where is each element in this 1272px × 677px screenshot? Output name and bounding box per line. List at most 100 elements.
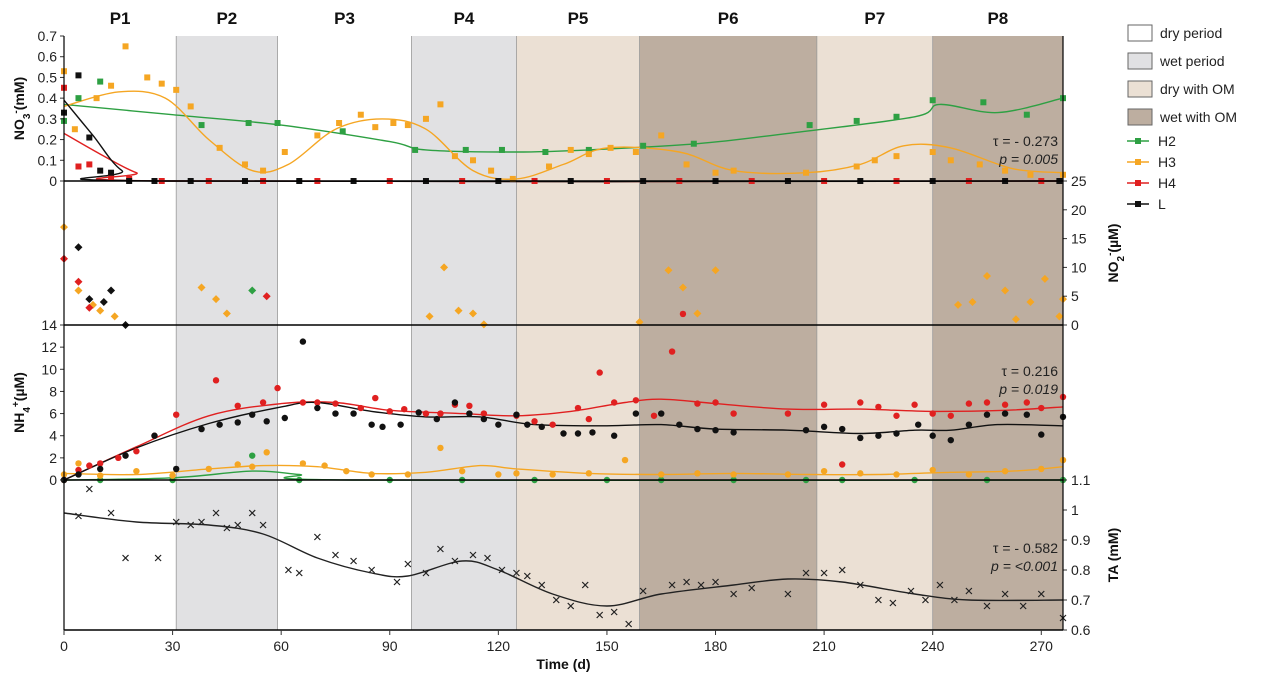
period-band-p3	[277, 36, 412, 630]
data-point-nh4-h3	[299, 460, 307, 467]
data-point-no2-l	[99, 297, 108, 306]
data-point-no3-h3	[241, 161, 248, 168]
y-tick-label-no2: 25	[1071, 173, 1087, 189]
data-point-nh4-h3	[263, 449, 270, 456]
legend-swatch-4	[1127, 108, 1153, 126]
data-point-no3-h3	[173, 86, 180, 93]
y-axis-label-no3: NO3-(mM)	[11, 77, 33, 140]
data-point-no3-h3	[404, 122, 411, 129]
data-point-ta-ta	[513, 569, 520, 577]
data-point-no3-h3	[546, 163, 553, 170]
data-point-nh4-l	[802, 426, 810, 434]
data-point-no3-h3	[187, 103, 194, 110]
data-point-no3-h3	[422, 115, 429, 122]
data-point-nh4-h4	[650, 412, 658, 419]
x-tick-label: 210	[812, 638, 836, 654]
data-point-nh4-h4	[784, 410, 792, 417]
period-label-p5: P5	[568, 9, 589, 28]
data-point-ta-ta	[451, 557, 459, 565]
data-point-nh4-h2	[249, 452, 256, 459]
period-bands	[64, 36, 1063, 630]
data-point-nh4-h4	[893, 412, 900, 419]
data-point-no2-l	[74, 243, 83, 252]
data-point-no2-h3	[1011, 315, 1020, 324]
period-label-p3: P3	[334, 9, 355, 28]
data-point-no3-h2	[462, 146, 469, 153]
data-point-no3-h3	[893, 153, 900, 160]
data-point-nh4-h4	[274, 384, 281, 392]
data-point-nh4-h3	[133, 467, 140, 475]
data-point-nh4-l	[495, 421, 502, 428]
data-point-nh4-h3	[730, 471, 737, 478]
legend-label-h3: H3	[1158, 154, 1176, 170]
x-tick-label: 240	[921, 638, 945, 654]
data-point-no3-h2	[198, 122, 205, 129]
y-tick-label-ta: 1.1	[1071, 472, 1091, 488]
data-point-no3-h3	[437, 101, 444, 108]
y-axis-label-ta: TA (mM)	[1105, 528, 1121, 582]
legend-label-h2: H2	[1158, 133, 1176, 149]
data-point-nh4-h4	[437, 410, 444, 417]
data-point-ta-ta	[625, 620, 633, 628]
y-tick-label-no3: 0.5	[38, 69, 58, 85]
data-point-nh4-l	[820, 423, 828, 431]
data-point-ta-ta	[437, 545, 444, 553]
legend-label-l: L	[1158, 196, 1166, 212]
data-point-no2-h3	[212, 295, 221, 304]
x-tick-label: 270	[1030, 638, 1054, 654]
data-point-no3-h3	[336, 120, 343, 126]
data-point-nh4-h4	[712, 399, 719, 406]
data-point-nh4-l	[299, 338, 307, 345]
data-point-nh4-l	[234, 419, 241, 426]
data-point-nh4-l	[632, 410, 640, 417]
x-tick-label: 150	[595, 638, 619, 654]
data-point-nh4-h3	[169, 472, 176, 479]
data-point-nh4-h3	[893, 471, 900, 478]
data-point-no3-h3	[314, 132, 321, 139]
data-point-nh4-h3	[437, 444, 444, 452]
data-point-no2-h3	[635, 318, 644, 327]
data-point-no3-l	[108, 169, 115, 176]
data-point-no2-h3	[425, 312, 434, 321]
data-point-no3-h2	[75, 95, 82, 102]
data-point-ta-ta	[610, 608, 618, 616]
data-point-nh4-l	[875, 432, 882, 439]
data-point-no2-h3	[711, 266, 720, 275]
data-point-no3-h3	[144, 74, 151, 81]
data-point-ta-ta	[907, 587, 915, 595]
data-point-nh4-l	[1038, 431, 1045, 438]
data-point-ta-ta	[368, 566, 376, 574]
y-tick-label-nh4: 12	[41, 339, 57, 355]
period-label-p4: P4	[454, 9, 475, 28]
data-point-ta-ta	[1037, 590, 1045, 598]
data-point-nh4-l	[198, 425, 205, 433]
data-point-nh4-l	[397, 421, 404, 428]
data-point-nh4-l	[947, 436, 954, 444]
data-point-nh4-l	[857, 434, 864, 442]
data-point-no2-h3	[954, 300, 963, 309]
y-tick-label-no3: 0.3	[38, 111, 58, 127]
data-point-nh4-l	[451, 399, 459, 406]
y-tick-label-nh4: 0	[49, 472, 57, 488]
legend-label-3: dry with OM	[1160, 81, 1235, 97]
data-point-no2-h3	[74, 286, 83, 295]
fit-line-no3-h3	[63, 90, 1064, 180]
data-point-nh4-l	[524, 421, 531, 428]
data-point-no2-h3	[693, 309, 702, 318]
data-point-no3-h3	[853, 163, 860, 170]
data-point-no3-h3	[947, 157, 954, 164]
data-point-no2-h3	[440, 263, 449, 272]
data-point-nh4-l	[513, 411, 520, 418]
data-point-nh4-l	[1023, 411, 1031, 418]
data-point-nh4-l	[676, 421, 683, 428]
data-point-nh4-h3	[929, 466, 936, 474]
legend-marker-l	[1135, 201, 1141, 207]
data-point-no3-h3	[658, 132, 665, 139]
data-point-nh4-h3	[458, 467, 466, 475]
x-tick-label: 60	[273, 638, 289, 654]
data-point-nh4-h3	[368, 471, 375, 478]
period-label-p7: P7	[864, 9, 885, 28]
data-point-ta-ta	[936, 581, 944, 589]
data-point-nh4-l	[216, 421, 223, 428]
data-point-nh4-l	[983, 411, 991, 418]
